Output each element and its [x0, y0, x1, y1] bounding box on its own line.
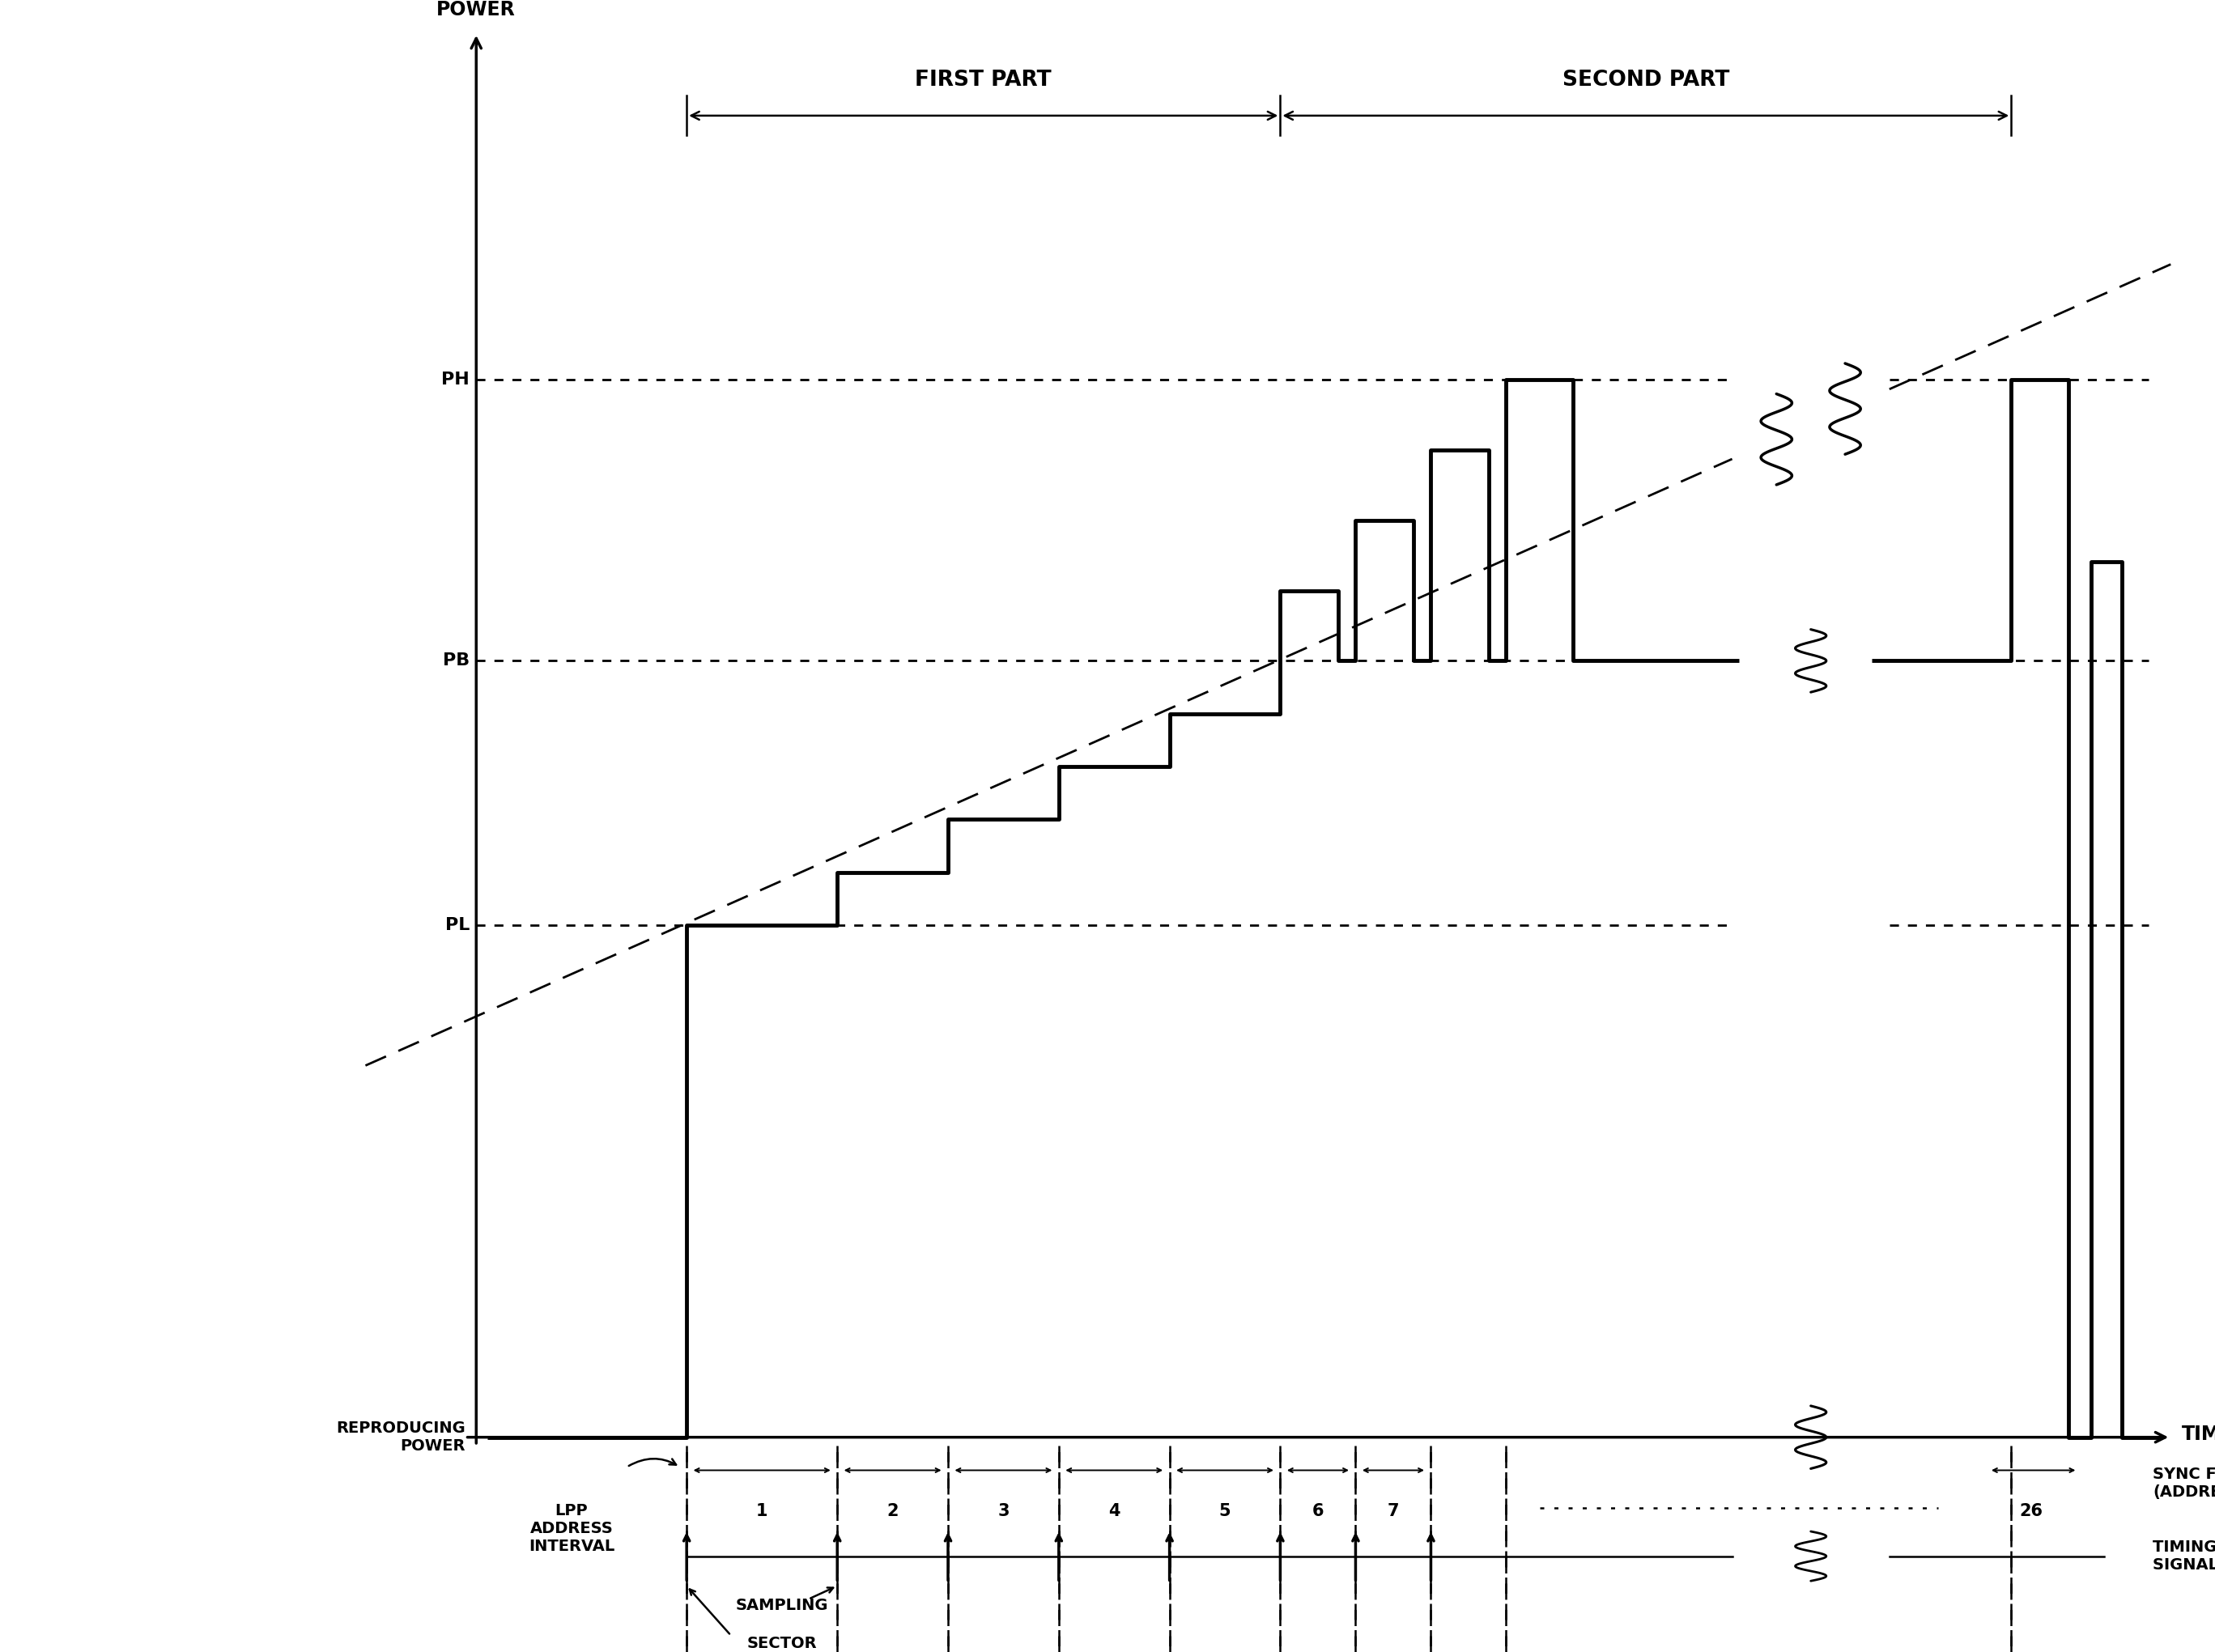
Text: 6: 6: [1311, 1503, 1325, 1520]
Text: SECOND PART: SECOND PART: [1562, 69, 1730, 91]
Text: TIMING OF
SIGNAL SAMPLING: TIMING OF SIGNAL SAMPLING: [2153, 1540, 2215, 1573]
Text: SECTOR
START POINT: SECTOR START POINT: [724, 1635, 839, 1652]
Text: SAMPLING: SAMPLING: [735, 1597, 828, 1612]
Text: FIRST PART: FIRST PART: [915, 69, 1052, 91]
Text: 4: 4: [1108, 1503, 1121, 1520]
Text: 26: 26: [2020, 1503, 2042, 1520]
Text: PH: PH: [441, 372, 470, 388]
Text: PB: PB: [443, 653, 470, 669]
Text: 5: 5: [1218, 1503, 1232, 1520]
Text: LPP
ADDRESS
INTERVAL: LPP ADDRESS INTERVAL: [529, 1503, 614, 1555]
Text: 7: 7: [1387, 1503, 1400, 1520]
Text: PL: PL: [445, 917, 470, 933]
Text: TIME: TIME: [2182, 1424, 2215, 1444]
Text: 2: 2: [886, 1503, 899, 1520]
Text: 3: 3: [997, 1503, 1010, 1520]
Text: RECORDING
POWER: RECORDING POWER: [412, 0, 540, 20]
Text: SYNC FRAME
(ADDRESS): SYNC FRAME (ADDRESS): [2153, 1467, 2215, 1500]
Text: 1: 1: [755, 1503, 769, 1520]
Text: REPRODUCING
POWER: REPRODUCING POWER: [337, 1421, 465, 1454]
